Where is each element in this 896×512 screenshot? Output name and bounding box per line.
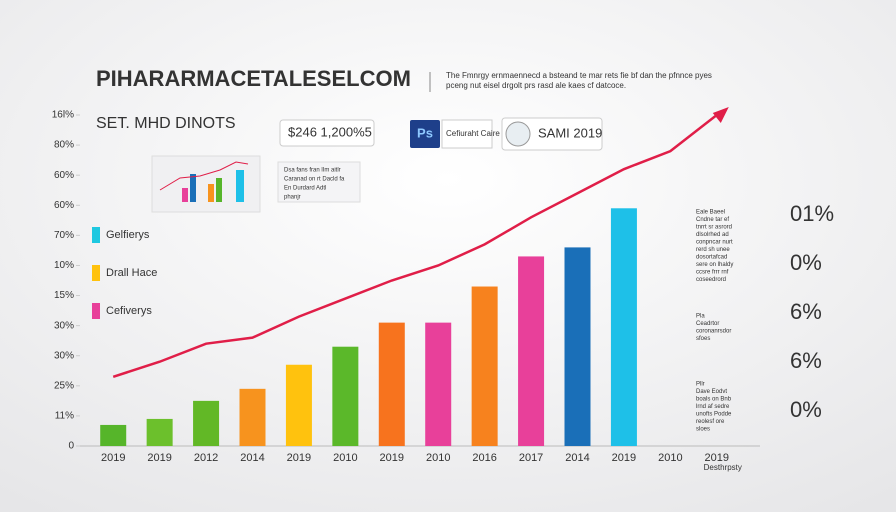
legend-swatch: [92, 303, 100, 319]
inset-bar: [208, 184, 214, 202]
y-tick-label: 60%: [54, 200, 74, 211]
bar: [425, 322, 452, 446]
note-text: lrnd af sedre: [696, 404, 730, 410]
inset-text: Dsa fans fran lIm aitlr: [284, 168, 341, 174]
right-label: 6%: [790, 299, 822, 324]
y-tick-label: 15%: [54, 290, 74, 301]
note-text: sfoes: [696, 336, 710, 342]
arrow-head: [712, 107, 729, 123]
badge: Ps: [417, 125, 433, 140]
badge-box: [441, 119, 493, 149]
note-text: ccsre frrr rnf: [696, 270, 729, 276]
badge: $246 1,200%5: [288, 124, 372, 139]
bar: [332, 346, 359, 446]
badge: Cefiuraht Caire: [446, 129, 500, 138]
x-tick-label: 2019: [380, 452, 404, 464]
badge: SAMI 2019: [538, 125, 602, 140]
note-text: Dave Eodvt: [696, 389, 727, 395]
bar: [146, 418, 173, 446]
bar: [239, 388, 266, 446]
right-label: 0%: [790, 397, 822, 422]
right-label: 0%: [790, 250, 822, 275]
inset-bar: [236, 170, 244, 202]
note-text: Pllr: [696, 382, 705, 388]
x-tick-label: 2017: [519, 452, 543, 464]
bar: [285, 364, 312, 446]
note-text: dosortafcad: [696, 255, 727, 261]
heading: SET. MHD DINOTS: [96, 115, 236, 132]
y-tick-label: 10%: [54, 260, 74, 271]
y-tick-label: 16l%: [52, 110, 74, 121]
subtitle: The Fmnrgy ernmaennecd a bsteand te mar …: [446, 71, 712, 80]
badge-box: [279, 119, 375, 147]
legend-label: Gelfierys: [106, 229, 150, 241]
note-text: dlsolrhed ad: [696, 232, 729, 238]
y-tick-label: 30%: [54, 320, 74, 331]
inset-bar: [190, 174, 196, 202]
legend-swatch: [92, 227, 100, 243]
trend-line: [112, 114, 718, 378]
x-tick-label: 2019: [612, 452, 636, 464]
note-text: conpncar nurt: [696, 240, 733, 246]
note-text: coseedrord: [696, 277, 726, 283]
note-text: reolesf ore: [696, 419, 725, 425]
y-tick-label: 25%: [54, 380, 74, 391]
note-text: unofts Podde: [696, 412, 732, 418]
note-text: tnrrt sr asrord: [696, 225, 732, 231]
note-text: Ceadrtor: [696, 321, 719, 327]
inset-text: phanjr: [284, 195, 301, 201]
bar: [518, 256, 545, 446]
bar: [610, 208, 637, 446]
ps-icon: [410, 120, 440, 148]
y-tick-label: 60%: [54, 170, 74, 181]
x-tick-label: 2014: [565, 452, 589, 464]
x-tick-label: 2014: [240, 452, 264, 464]
inset-text-box: [277, 161, 361, 203]
note-text: Pla: [696, 314, 705, 320]
bar: [193, 400, 220, 446]
right-label: 6%: [790, 348, 822, 373]
x-tick-label: 2010: [426, 452, 450, 464]
note-text: rerd sh unee: [696, 247, 730, 253]
subtitle: pceng nut eisel drgolt prs rasd ale kaes…: [446, 81, 626, 90]
legend-swatch: [92, 265, 100, 281]
y-tick-label: 0: [68, 441, 74, 452]
note-text: Cndne tar ef: [696, 217, 729, 223]
note-text: Eale Baeel: [696, 210, 725, 216]
bar: [100, 424, 127, 446]
inset-bar: [182, 188, 188, 202]
x-note: Desthrpsty: [704, 463, 742, 472]
inset-bar: [216, 178, 222, 202]
right-label: 01%: [790, 201, 834, 226]
x-tick-label: 2016: [472, 452, 496, 464]
note-text: coronanrsdor: [696, 329, 731, 335]
inset-text: En Durdard Adtl: [284, 186, 326, 192]
inset-line: [159, 161, 249, 191]
y-tick-label: 30%: [54, 350, 74, 361]
x-tick-label: 2012: [194, 452, 218, 464]
x-tick-label: 2010: [658, 452, 682, 464]
bar: [564, 247, 591, 446]
note-text: sere on lhaldy: [696, 262, 733, 268]
x-tick-label: 2019: [287, 452, 311, 464]
bar: [471, 286, 498, 446]
legend-label: Cefiverys: [106, 305, 152, 317]
avatar: [505, 121, 531, 147]
x-tick-label: 2019: [147, 452, 171, 464]
legend-label: Drall Hace: [106, 267, 157, 279]
x-tick-label: 2010: [333, 452, 357, 464]
y-tick-label: 11%: [55, 411, 74, 422]
y-tick-label: 70%: [54, 230, 74, 241]
x-tick-label: 2019: [101, 452, 125, 464]
note-text: boals on Bnb: [696, 397, 732, 403]
inset-text: Caranad on rt Dacld fa: [284, 177, 345, 183]
y-tick-label: 80%: [54, 140, 74, 151]
note-text: sloes: [696, 427, 710, 433]
bar: [378, 322, 405, 446]
x-tick-label: 2019: [705, 452, 729, 464]
chart-title: PIHARARMACETALESELCOM: [96, 66, 411, 91]
